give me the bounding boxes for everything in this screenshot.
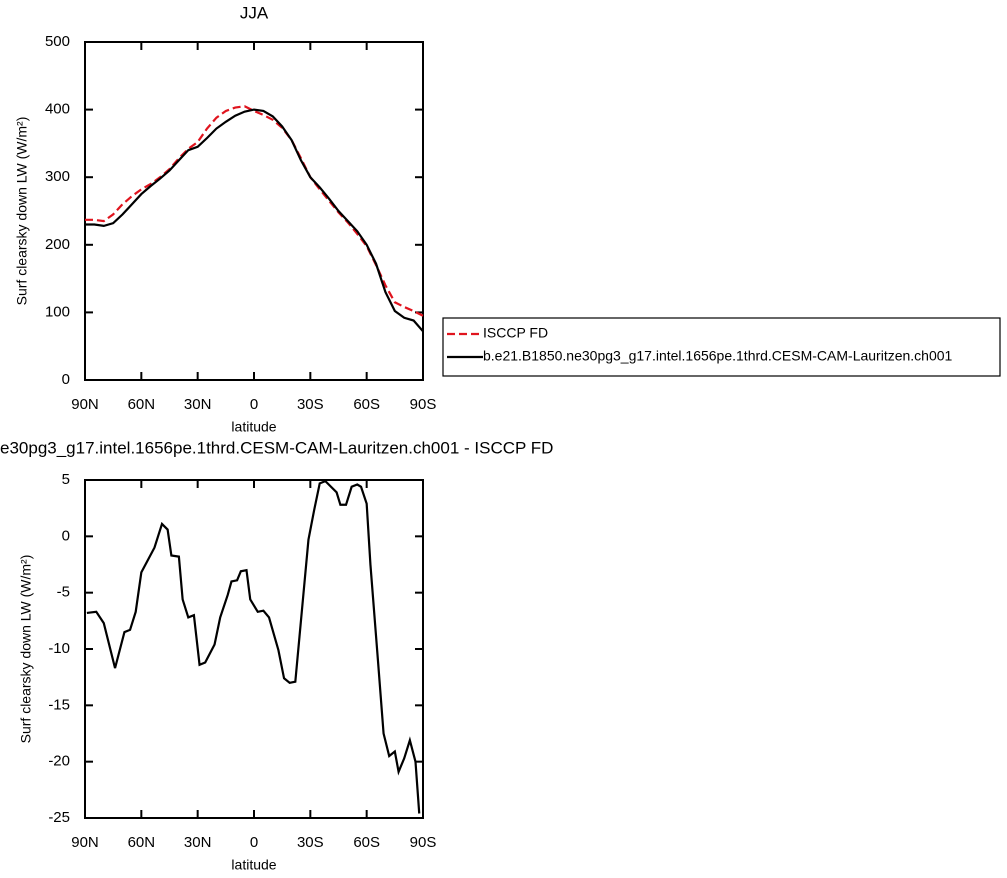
x-axis-label: latitude xyxy=(231,419,276,435)
legend-box xyxy=(442,317,1001,377)
x-tick-label: 30S xyxy=(297,396,324,413)
chart-title: JJA xyxy=(240,3,269,22)
y-tick-label: 0 xyxy=(62,371,70,388)
y-tick-label: 100 xyxy=(45,303,70,320)
x-tick-label: 60N xyxy=(128,396,156,413)
y-tick-label: -20 xyxy=(48,753,70,770)
y-tick-label: 0 xyxy=(62,527,70,544)
legend-label: b.e21.B1850.ne30pg3_g17.intel.1656pe.1th… xyxy=(483,348,953,364)
data-line xyxy=(86,479,421,814)
y-tick-label: -25 xyxy=(48,809,70,826)
plot-frame xyxy=(84,479,424,819)
y-tick-label: -15 xyxy=(48,696,70,713)
x-tick-label: 30N xyxy=(184,834,212,851)
x-tick-label: 60S xyxy=(353,396,380,413)
y-tick-label: 300 xyxy=(45,168,70,185)
series-line xyxy=(85,105,424,317)
y-tick-label: -10 xyxy=(48,640,70,657)
plot-frame xyxy=(84,41,424,381)
x-tick-label: 30N xyxy=(184,396,212,413)
x-tick-label: 60N xyxy=(128,834,156,851)
y-tick-label: 500 xyxy=(45,33,70,50)
x-tick-label: 60S xyxy=(353,834,380,851)
chart-title: e30pg3_g17.intel.1656pe.1thrd.CESM-CAM-L… xyxy=(0,438,553,457)
y-tick-label: 400 xyxy=(45,101,70,118)
x-tick-label: 90S xyxy=(410,396,437,413)
x-tick-label: 0 xyxy=(250,396,258,413)
y-axis-label: Surf clearsky down LW (W/m²) xyxy=(18,555,34,744)
y-axis-label: Surf clearsky down LW (W/m²) xyxy=(14,117,30,306)
y-tick-label: -5 xyxy=(57,584,70,601)
y-tick-label: 200 xyxy=(45,236,70,253)
y-tick-label: 5 xyxy=(62,471,70,488)
x-tick-label: 90S xyxy=(410,834,437,851)
x-tick-label: 0 xyxy=(250,834,258,851)
x-tick-label: 90N xyxy=(71,396,99,413)
x-tick-label: 30S xyxy=(297,834,324,851)
x-axis-label: latitude xyxy=(231,857,276,873)
legend-label: ISCCP FD xyxy=(483,325,548,341)
x-tick-label: 90N xyxy=(71,834,99,851)
series-line xyxy=(85,108,424,333)
